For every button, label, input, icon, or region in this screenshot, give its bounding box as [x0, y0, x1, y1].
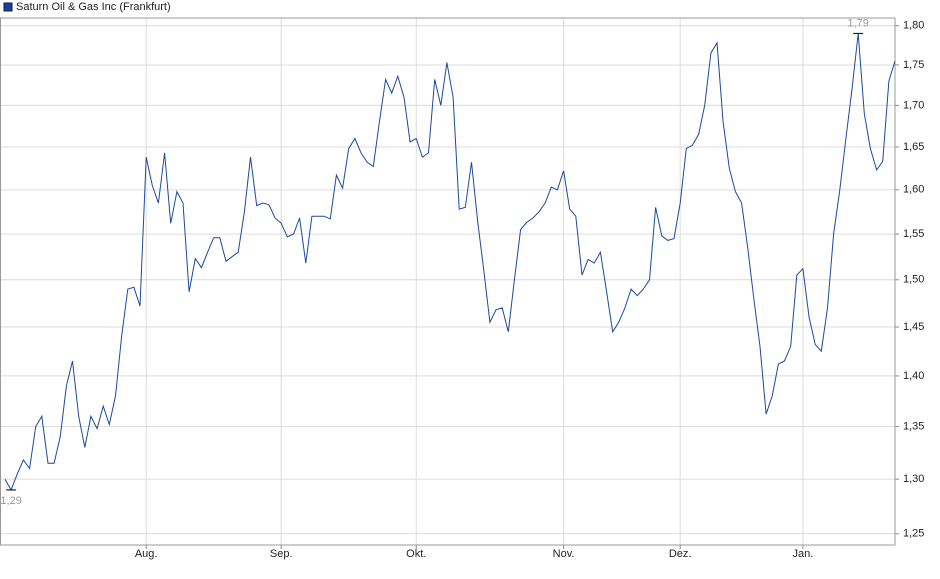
y-tick-label: 1,30 [903, 473, 924, 485]
y-tick-label: 1,45 [903, 321, 924, 333]
price-line [4, 33, 896, 492]
y-tick-label: 1,80 [903, 20, 924, 32]
y-tick-label: 1,75 [903, 59, 924, 71]
x-tick-label: Jan. [793, 548, 814, 560]
annotation-label: 1,79 [847, 17, 868, 29]
annotation-label: 1,29 [0, 495, 21, 507]
y-tick-label: 1,65 [903, 141, 924, 153]
y-tick-label: 1,70 [903, 99, 924, 111]
y-tick-label: 1,35 [903, 420, 924, 432]
x-tick-label: Dez. [669, 548, 692, 560]
x-tick-label: Okt. [406, 548, 426, 560]
plot-frame [0, 17, 896, 546]
x-tick-label: Nov. [553, 548, 575, 560]
y-tick-label: 1,50 [903, 274, 924, 286]
x-tick-label: Aug. [135, 548, 158, 560]
legend-label: Saturn Oil & Gas Inc (Frankfurt) [16, 1, 171, 13]
legend-swatch [3, 2, 13, 12]
y-tick-label: 1,60 [903, 184, 924, 196]
y-tick-label: 1,55 [903, 228, 924, 240]
y-tick-label: 1,40 [903, 370, 924, 382]
y-tick-label: 1,25 [903, 528, 924, 540]
x-tick-label: Sep. [270, 548, 293, 560]
